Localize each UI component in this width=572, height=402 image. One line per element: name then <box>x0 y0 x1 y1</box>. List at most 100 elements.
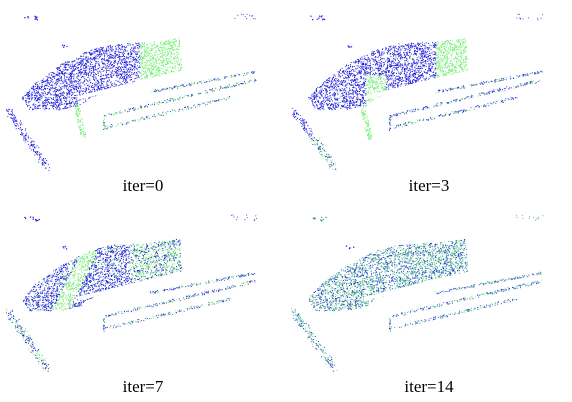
point-141 <box>376 56 378 58</box>
point-2427 <box>56 98 58 100</box>
point-2266 <box>99 76 101 78</box>
point-14 <box>92 69 94 71</box>
point-2117 <box>80 87 82 89</box>
point-991 <box>397 77 399 80</box>
point-2228 <box>114 71 116 73</box>
point-3397 <box>33 141 35 143</box>
point-2854 <box>206 92 208 94</box>
point-1535 <box>165 72 167 74</box>
point-2464 <box>133 71 136 73</box>
point-593 <box>136 44 138 47</box>
point-2130 <box>39 86 41 88</box>
point-66 <box>347 91 349 93</box>
point-1477 <box>456 69 458 72</box>
point-2322 <box>101 79 103 81</box>
point-1466 <box>406 68 408 70</box>
point-1918 <box>180 65 182 67</box>
point-479 <box>56 83 59 85</box>
point-2269 <box>47 101 49 103</box>
point-1687 <box>81 64 83 66</box>
point-223 <box>311 93 313 95</box>
point-2319 <box>88 84 90 86</box>
point-2058 <box>53 88 55 90</box>
point-1672 <box>57 95 59 97</box>
point-2340 <box>157 71 159 73</box>
point-1370 <box>367 79 370 81</box>
point-2218 <box>114 68 116 70</box>
point-3042 <box>105 128 106 129</box>
point-1688 <box>152 49 154 51</box>
point-1873 <box>60 103 62 105</box>
point-912 <box>364 72 366 74</box>
point-1854 <box>141 59 143 61</box>
point-3398 <box>34 146 36 148</box>
point-1872 <box>34 88 36 90</box>
point-984 <box>47 103 49 105</box>
point-709 <box>366 84 369 86</box>
point-970 <box>357 78 359 80</box>
point-79 <box>170 54 172 56</box>
point-1911 <box>155 59 157 62</box>
point-2094 <box>67 103 69 105</box>
point-1110 <box>383 53 385 55</box>
point-2230 <box>111 75 113 77</box>
point-1421 <box>62 92 64 94</box>
point-3138 <box>209 100 211 102</box>
point-112 <box>88 72 90 75</box>
point-381 <box>430 67 432 70</box>
point-3041 <box>219 100 221 102</box>
point-402 <box>436 57 438 59</box>
point-2946 <box>153 104 155 105</box>
point-1243 <box>101 84 103 86</box>
point-240 <box>99 70 101 72</box>
point-72 <box>175 48 177 51</box>
point-1165 <box>52 96 54 98</box>
point-851 <box>66 94 68 96</box>
point-1359 <box>382 70 385 72</box>
point-2810 <box>137 107 139 109</box>
point-2852 <box>166 100 168 102</box>
point-1947 <box>97 70 99 73</box>
point-40 <box>62 94 65 96</box>
point-2075 <box>29 106 31 108</box>
point-1165 <box>406 78 408 81</box>
point-3413 <box>36 151 38 153</box>
point-1943 <box>48 73 50 75</box>
point-3146 <box>121 122 122 124</box>
point-2816 <box>108 113 110 115</box>
point-2576 <box>108 65 110 67</box>
point-699 <box>346 87 348 89</box>
point-3429 <box>48 169 50 172</box>
point-2006 <box>178 64 180 66</box>
point-2129 <box>148 69 150 71</box>
point-2601 <box>74 86 76 88</box>
point-1206 <box>360 67 362 69</box>
point-3271 <box>40 156 42 158</box>
point-1856 <box>177 48 179 50</box>
point-1773 <box>84 88 86 90</box>
point-421 <box>354 86 356 88</box>
point-1890 <box>46 94 48 96</box>
point-1709 <box>48 108 50 110</box>
point-2828 <box>250 80 252 82</box>
point-1207 <box>126 81 129 83</box>
point-3119 <box>115 125 117 127</box>
point-1578 <box>123 45 125 48</box>
point-1078 <box>127 71 129 73</box>
point-165 <box>58 85 60 87</box>
point-5 <box>34 18 36 20</box>
point-1248 <box>432 65 434 67</box>
point-1097 <box>349 107 351 109</box>
point-1071 <box>357 97 359 99</box>
point-1934 <box>103 74 105 76</box>
point-1328 <box>326 79 328 82</box>
point-2119 <box>123 58 126 60</box>
point-2349 <box>117 67 119 69</box>
point-1527 <box>161 55 163 57</box>
point-2468 <box>97 82 99 84</box>
point-2547 <box>133 48 135 50</box>
point-850 <box>380 53 383 55</box>
point-3171 <box>103 122 105 124</box>
point-1798 <box>93 59 95 61</box>
point-2423 <box>121 48 123 50</box>
